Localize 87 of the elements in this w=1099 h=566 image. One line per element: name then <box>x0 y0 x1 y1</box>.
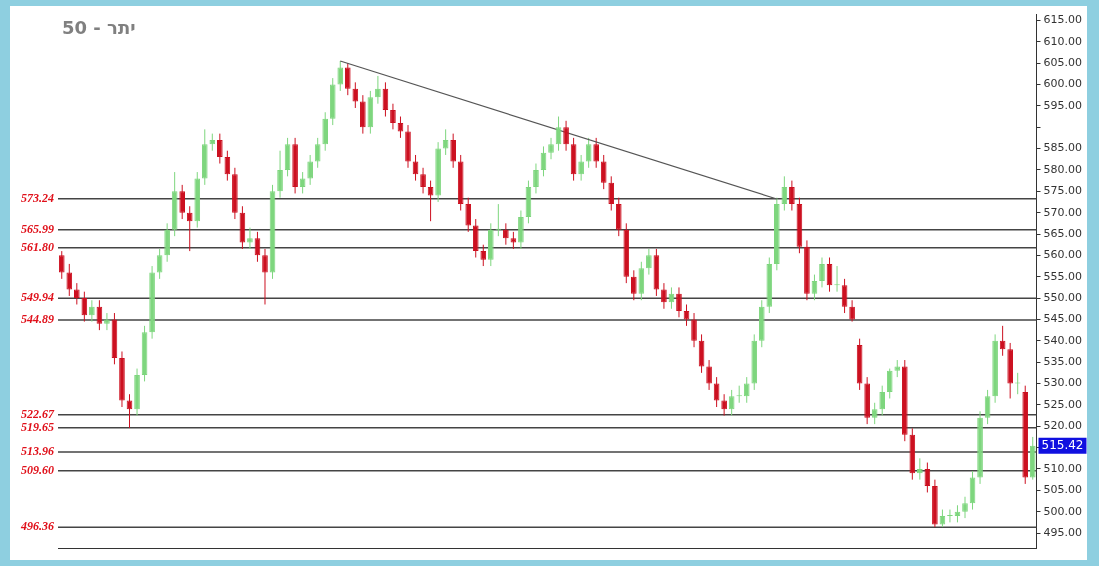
candlestick <box>593 137 599 169</box>
y-tick-label: 510.00 <box>1043 461 1083 475</box>
candlestick <box>615 197 622 237</box>
ref-line-label: 496.36 <box>20 519 54 534</box>
candlestick <box>277 150 283 199</box>
y-tick-label: 550.00 <box>1043 290 1083 304</box>
candlestick <box>375 75 381 105</box>
y-tick-label: 500.00 <box>1043 504 1083 518</box>
y-tick-label: 565.00 <box>1043 226 1083 240</box>
candlestick <box>886 368 893 399</box>
y-tick-label: 540.00 <box>1043 333 1083 347</box>
ref-line-label: 573.24 <box>21 190 54 205</box>
candlestick <box>390 103 396 130</box>
candlestick <box>74 282 80 305</box>
y-tick-label: 585.00 <box>1043 141 1083 155</box>
y-tick-label: 580.00 <box>1043 162 1083 176</box>
candlestick <box>262 248 268 305</box>
candlestick <box>721 393 727 417</box>
y-tick-label: 570.00 <box>1043 205 1083 219</box>
candlestick <box>630 269 637 301</box>
chart-title: 50 - יתר <box>62 16 136 38</box>
y-tick-label: 605.00 <box>1043 55 1083 69</box>
y-tick-label: 530.00 <box>1043 376 1083 390</box>
candlestick <box>337 60 344 92</box>
ref-line-label: 565.99 <box>21 221 54 236</box>
candlestick <box>871 402 878 425</box>
candlestick <box>661 282 667 310</box>
ref-line-label: 522.67 <box>21 406 55 421</box>
candlestick <box>352 81 359 109</box>
candlestick <box>186 205 193 252</box>
candlestick <box>962 496 968 519</box>
candlestick <box>58 250 65 280</box>
candlestick <box>322 111 329 152</box>
candlestick <box>533 163 539 194</box>
y-tick-label: 535.00 <box>1043 355 1083 369</box>
candlestick <box>743 376 750 404</box>
candlestick <box>578 154 584 182</box>
candlestick <box>420 167 426 194</box>
y-tick-label: 575.00 <box>1043 184 1083 198</box>
candlestick <box>706 359 712 391</box>
text: 515.42 <box>1041 437 1084 452</box>
y-tick-label: 495.00 <box>1043 525 1083 539</box>
y-tick-label: 505.00 <box>1043 483 1083 497</box>
candlestick <box>819 257 825 288</box>
candlestick <box>465 197 472 233</box>
candlestick <box>104 312 110 331</box>
y-tick-label: 595.00 <box>1043 98 1083 112</box>
candlestick <box>217 133 223 165</box>
y-tick-label: 615.00 <box>1043 13 1083 27</box>
ref-line-label: 544.89 <box>21 312 54 327</box>
candlestick <box>676 286 682 318</box>
y-tick-label: 600.00 <box>1043 77 1083 91</box>
candlestick <box>563 120 569 152</box>
ref-line-label: 561.80 <box>21 239 54 254</box>
candlestick <box>164 222 170 263</box>
candlestick <box>66 263 73 297</box>
candlestick <box>480 244 487 267</box>
candlestick <box>247 227 253 250</box>
candlestick <box>600 154 607 190</box>
candlestick <box>646 248 652 276</box>
candlestick <box>518 210 524 250</box>
candlestick <box>179 184 186 220</box>
ref-line-label: 509.60 <box>21 462 54 477</box>
candlestick <box>344 62 351 96</box>
candlestick <box>691 312 697 348</box>
y-tick-label: 520.00 <box>1043 419 1083 433</box>
candlestick <box>314 137 321 169</box>
candlestick <box>360 94 366 135</box>
candlestick <box>89 299 95 323</box>
candlestick <box>548 137 554 160</box>
ref-line-label: 549.94 <box>21 290 54 305</box>
candlestick <box>879 385 886 417</box>
y-tick-label: 555.00 <box>1043 269 1083 283</box>
candlestick <box>503 222 509 246</box>
candlestick <box>472 218 479 258</box>
candlestick <box>789 180 795 212</box>
y-tick-label: 525.00 <box>1043 397 1083 411</box>
y-tick-label: 560.00 <box>1043 248 1083 262</box>
candlestick <box>307 154 313 186</box>
ref-line-label: 519.65 <box>21 419 54 434</box>
candlestick <box>917 457 923 481</box>
candlestick <box>608 175 615 212</box>
ref-line-label: 513.96 <box>21 444 54 459</box>
candlestick <box>450 133 456 169</box>
y-tick-label: 610.00 <box>1043 34 1083 48</box>
y-tick-label: 545.00 <box>1043 312 1083 326</box>
candlestick <box>849 299 855 323</box>
